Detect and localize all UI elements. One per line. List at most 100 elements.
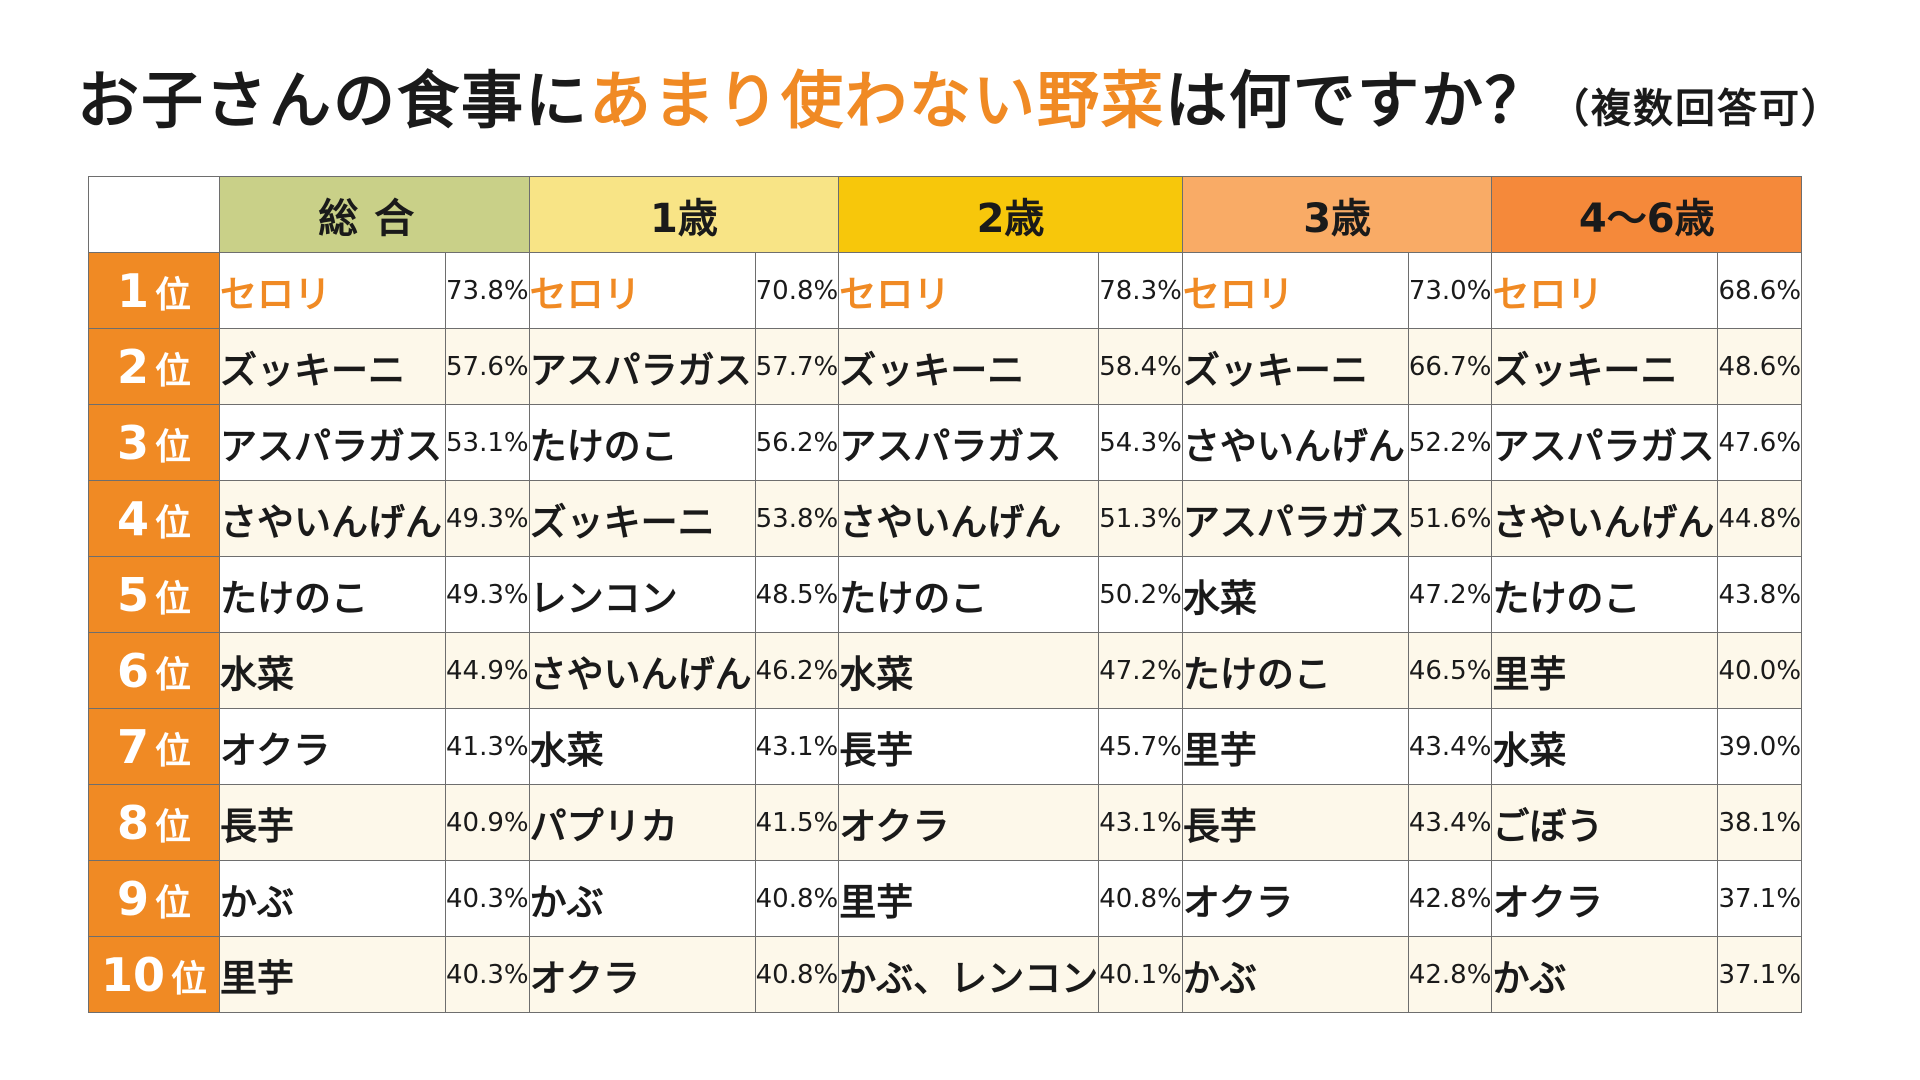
rank-unit: 位: [155, 654, 192, 696]
rank-unit: 位: [155, 350, 192, 392]
vegetable-name: ズッキーニ: [219, 328, 446, 405]
title-part1: お子さんの食事に: [76, 64, 589, 137]
percentage-value: 43.4%: [1407, 784, 1493, 861]
table-row: 2 位ズッキーニ 57.6% アスパラガス 57.7% ズッキーニ 58.4% ズッキーニ 66…: [88, 328, 1803, 405]
column-header: 4〜6歳: [1491, 176, 1803, 253]
vegetable-name: ズッキーニ: [1181, 328, 1409, 405]
percentage-value: 40.1%: [1098, 936, 1183, 1013]
percentage-value: 51.6%: [1407, 480, 1493, 557]
header-row: 総合 1歳 2歳 3歳 4〜6歳: [88, 176, 1803, 253]
vegetable-name: 水菜: [1491, 708, 1719, 785]
percentage-value: 50.2%: [1098, 556, 1183, 633]
rank-number: 7: [116, 719, 149, 774]
percentage-value: 68.6%: [1717, 252, 1803, 329]
vegetable-name: 里芋: [838, 860, 1100, 937]
percentage-value: 56.2%: [754, 404, 840, 481]
vegetable-name: 水菜: [219, 632, 446, 709]
percentage-value: 52.2%: [1407, 404, 1493, 481]
vegetable-name: パプリカ: [528, 784, 756, 861]
percentage-value: 43.1%: [754, 708, 840, 785]
table-row: 8 位長芋 40.9% パプリカ 41.5% オクラ 43.1% 長芋 43.4% ごぼう 38.1…: [88, 784, 1803, 861]
vegetable-name: 水菜: [838, 632, 1100, 709]
vegetable-name: さやいんげん: [1181, 404, 1409, 481]
percentage-value: 45.7%: [1098, 708, 1183, 785]
percentage-value: 37.1%: [1717, 860, 1803, 937]
rank-number: 8: [116, 795, 149, 850]
percentage-value: 46.5%: [1407, 632, 1493, 709]
vegetable-name: かぶ: [528, 860, 756, 937]
vegetable-name: さやいんげん: [838, 480, 1100, 557]
rank-cell: 10 位: [88, 936, 220, 1013]
percentage-value: 43.8%: [1717, 556, 1803, 633]
percentage-value: 40.8%: [754, 936, 840, 1013]
table-row: 6 位水菜 44.9% さやいんげん 46.2% 水菜 47.2% たけのこ 46.5% 里芋 40…: [88, 632, 1803, 709]
vegetable-name: アスパラガス: [1491, 404, 1719, 481]
vegetable-name: さやいんげん: [219, 480, 446, 557]
percentage-value: 73.0%: [1407, 252, 1493, 329]
chart-title: お子さんの食事にあまり使わない野菜は何ですか？（複数回答可）: [0, 50, 1920, 140]
rank-number: 9: [116, 871, 149, 926]
corner-cell: [88, 176, 220, 253]
percentage-value: 47.2%: [1407, 556, 1493, 633]
vegetable-name: たけのこ: [1491, 556, 1719, 633]
title-accent: あまり使わない野菜: [588, 64, 1165, 137]
vegetable-name: たけのこ: [528, 404, 756, 481]
table-row: 10 位里芋 40.3% オクラ 40.8% かぶ、レンコン 40.1% かぶ 42.8% かぶ 3…: [88, 936, 1803, 1013]
rank-number: 10: [100, 947, 165, 1002]
vegetable-name: セロリ: [838, 252, 1100, 329]
rank-number: 2: [116, 339, 149, 394]
vegetable-name: 長芋: [1181, 784, 1409, 861]
percentage-value: 47.2%: [1098, 632, 1183, 709]
vegetable-name: さやいんげん: [528, 632, 756, 709]
rank-number: 4: [116, 491, 149, 546]
percentage-value: 70.8%: [754, 252, 840, 329]
column-header: 2歳: [838, 176, 1183, 253]
table-row: 1 位セロリ 73.8% セロリ 70.8% セロリ 78.3% セロリ 73.0% セロリ 68.…: [88, 252, 1803, 329]
vegetable-name: オクラ: [528, 936, 756, 1013]
title-note: （複数回答可）: [1549, 86, 1844, 132]
vegetable-name: 長芋: [219, 784, 446, 861]
percentage-value: 49.3%: [445, 556, 530, 633]
column-header: 総合: [219, 176, 530, 253]
percentage-value: 57.7%: [754, 328, 840, 405]
vegetable-name: セロリ: [528, 252, 756, 329]
percentage-value: 53.1%: [445, 404, 530, 481]
vegetable-name: アスパラガス: [219, 404, 446, 481]
percentage-value: 37.1%: [1717, 936, 1803, 1013]
rank-number: 5: [116, 567, 149, 622]
column-header: 3歳: [1181, 176, 1493, 253]
vegetable-name: アスパラガス: [838, 404, 1100, 481]
rank-unit: 位: [155, 882, 192, 924]
percentage-value: 51.3%: [1098, 480, 1183, 557]
table-row: 9 位かぶ 40.3% かぶ 40.8% 里芋 40.8% オクラ 42.8% オクラ 37.1%: [88, 860, 1803, 937]
percentage-value: 39.0%: [1717, 708, 1803, 785]
vegetable-name: セロリ: [1181, 252, 1409, 329]
percentage-value: 43.1%: [1098, 784, 1183, 861]
vegetable-name: オクラ: [219, 708, 446, 785]
percentage-value: 54.3%: [1098, 404, 1183, 481]
percentage-value: 40.8%: [1098, 860, 1183, 937]
vegetable-name: ズッキーニ: [528, 480, 756, 557]
rank-number: 1: [116, 263, 149, 318]
percentage-value: 46.2%: [754, 632, 840, 709]
percentage-value: 78.3%: [1098, 252, 1183, 329]
vegetable-name: オクラ: [1181, 860, 1409, 937]
rank-unit: 位: [155, 578, 192, 620]
vegetable-name: たけのこ: [1181, 632, 1409, 709]
table-row: 5 位たけのこ 49.3% レンコン 48.5% たけのこ 50.2% 水菜 47.2% たけのこ…: [88, 556, 1803, 633]
percentage-value: 40.3%: [445, 936, 530, 1013]
rank-number: 3: [116, 415, 149, 470]
percentage-value: 42.8%: [1407, 936, 1493, 1013]
title-part2: は何ですか？: [1165, 64, 1550, 137]
percentage-value: 40.0%: [1717, 632, 1803, 709]
percentage-value: 43.4%: [1407, 708, 1493, 785]
vegetable-name: さやいんげん: [1491, 480, 1719, 557]
rank-unit: 位: [155, 274, 192, 316]
vegetable-name: ごぼう: [1491, 784, 1719, 861]
percentage-value: 48.6%: [1717, 328, 1803, 405]
vegetable-name: アスパラガス: [528, 328, 756, 405]
